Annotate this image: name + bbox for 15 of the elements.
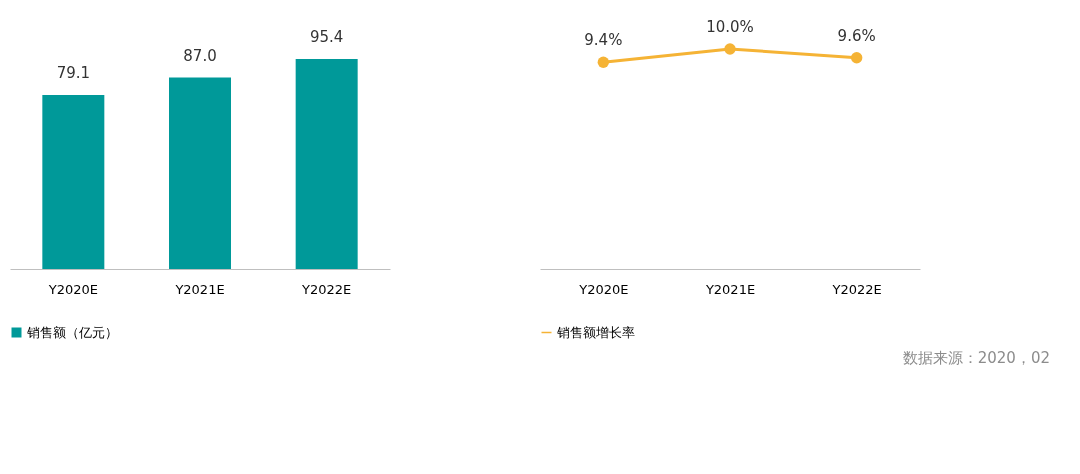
data-label: 9.6% bbox=[837, 26, 876, 45]
x-tick-label: Y2020E bbox=[578, 281, 629, 297]
x-tick-label: Y2022E bbox=[831, 281, 882, 297]
legend-label: 销售额增长率 bbox=[556, 324, 635, 340]
data-label: 87.0 bbox=[183, 46, 217, 65]
data-label: 10.0% bbox=[706, 18, 754, 36]
x-tick-label: Y2020E bbox=[47, 281, 98, 297]
data-label: 95.4 bbox=[309, 28, 344, 47]
x-tick-label: Y2022E bbox=[301, 281, 352, 297]
x-tick-label: Y2021E bbox=[174, 281, 225, 297]
legend-label: 销售额（亿元） bbox=[26, 324, 118, 340]
source-note: 数据来源：2020，02 bbox=[902, 349, 1050, 367]
data-label: 9.4% bbox=[584, 31, 623, 50]
data-label: 79.1 bbox=[56, 63, 91, 82]
x-tick-label: Y2021E bbox=[704, 281, 756, 297]
